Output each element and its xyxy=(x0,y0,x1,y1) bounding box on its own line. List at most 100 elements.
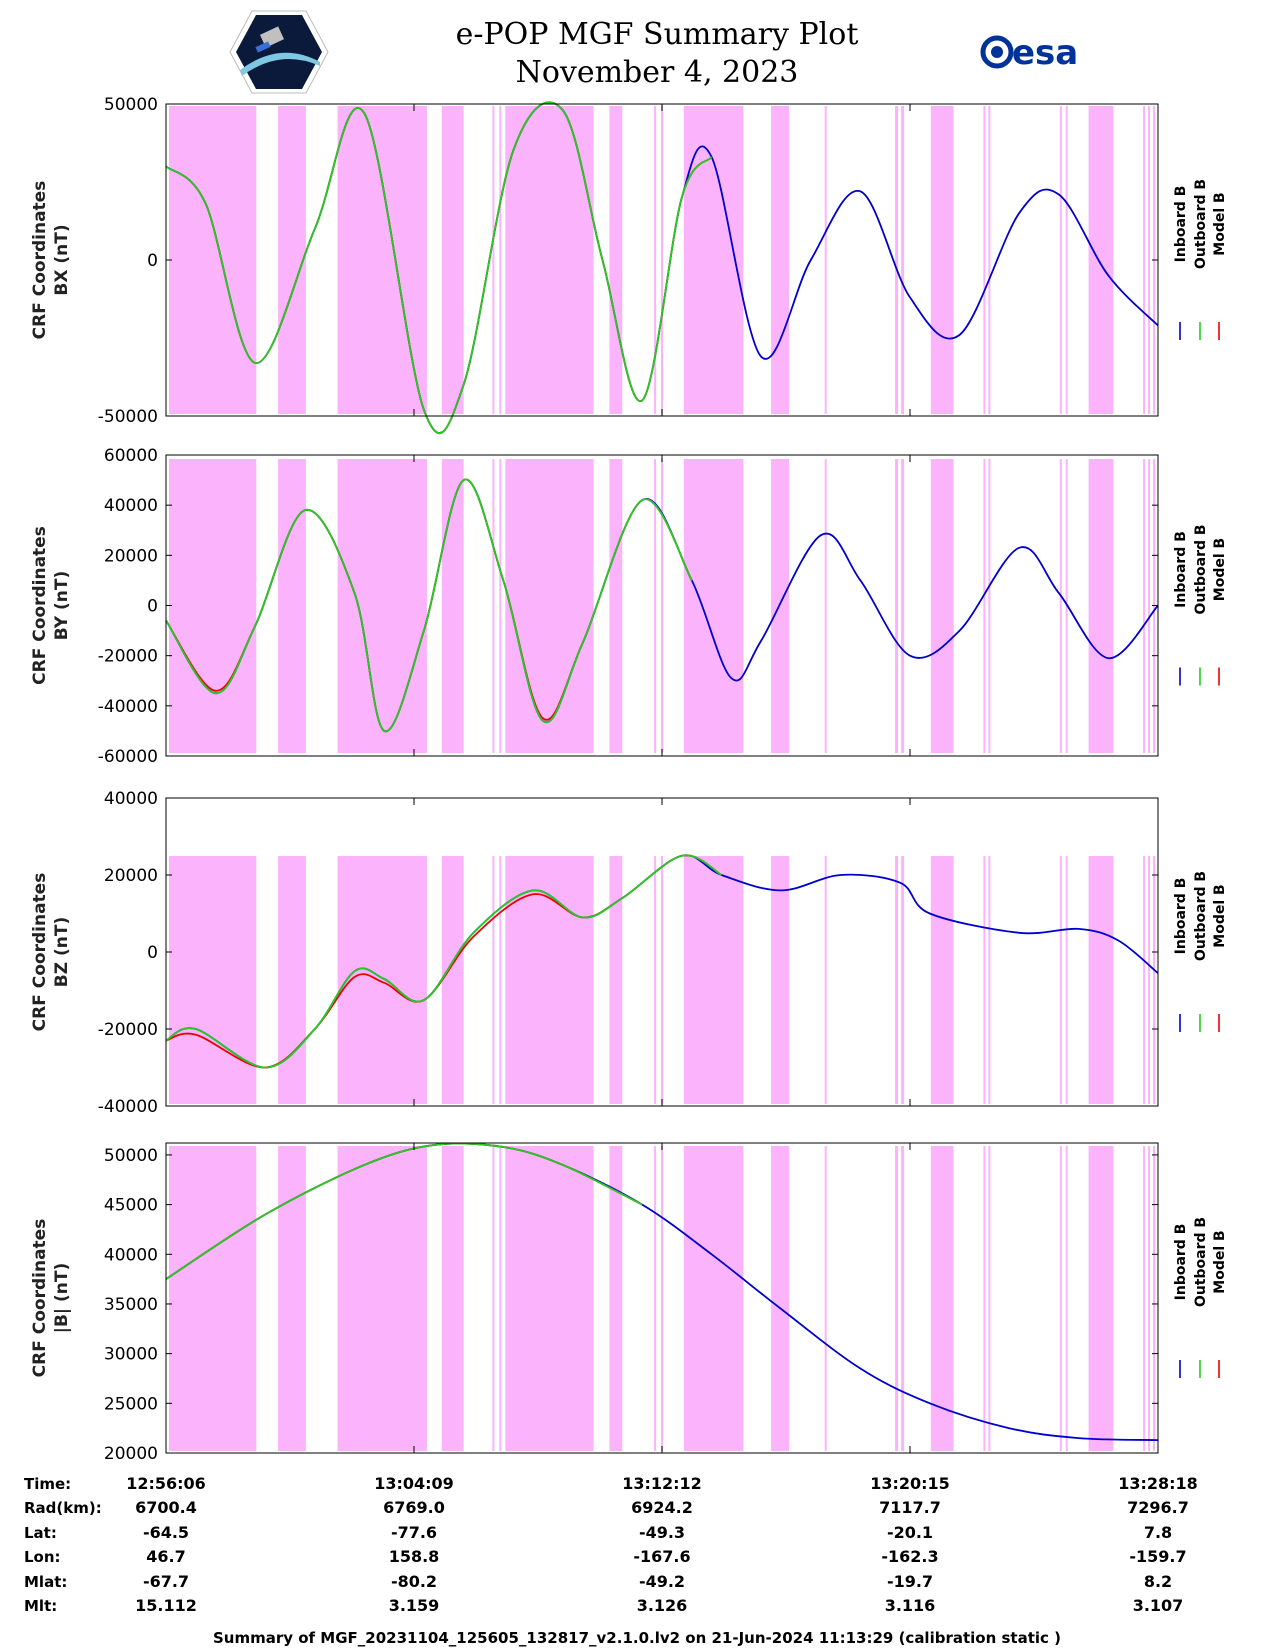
panels: 50000 0 -50000 CRF Coordinates BX (nT) Inboar… xyxy=(30,95,1228,1464)
shade-interval xyxy=(492,459,495,753)
table-row-label: Lat: xyxy=(24,1524,57,1542)
table-cell: 46.7 xyxy=(146,1547,185,1566)
y-tick-label: -40000 xyxy=(98,1097,158,1117)
shade-interval xyxy=(1143,106,1146,414)
shade-interval xyxy=(988,1146,991,1451)
outboard-line xyxy=(165,101,713,434)
shade-interval xyxy=(1088,1146,1114,1451)
legend: Inboard B Outboard B Model B xyxy=(1173,1217,1228,1378)
table-cell: 3.107 xyxy=(1133,1596,1184,1615)
y-axis-label: CRF Coordinates BZ (nT) xyxy=(30,873,72,1032)
footer-summary: Summary of MGF_20231104_125605_132817_v2… xyxy=(213,1629,1061,1647)
shade-interval xyxy=(824,459,827,753)
shade-interval xyxy=(499,856,502,1104)
shade-interval xyxy=(771,106,789,414)
legend: Inboard B Outboard B Model B xyxy=(1173,179,1228,340)
shade-interval xyxy=(983,459,986,753)
plot-date: November 4, 2023 xyxy=(516,55,799,90)
table-cell: -49.2 xyxy=(639,1572,685,1591)
table-cell: 6769.0 xyxy=(383,1498,445,1517)
shade-interval xyxy=(930,106,954,414)
table-row-label: Time: xyxy=(24,1475,71,1493)
esa-logo: esa xyxy=(980,33,1078,73)
shade-interval xyxy=(683,1146,744,1451)
shade-interval xyxy=(901,1146,905,1451)
esa-logo-text: esa xyxy=(1012,33,1078,73)
table-row-label: Lon: xyxy=(24,1548,61,1566)
table-cell: 158.8 xyxy=(389,1547,440,1566)
shade-interval xyxy=(654,1146,657,1451)
shade-interval xyxy=(824,106,827,414)
y-tick-label: 35000 xyxy=(104,1295,158,1315)
y-tick-label: 50000 xyxy=(104,95,158,115)
table-cell: 12:56:06 xyxy=(126,1474,206,1493)
shade-interval xyxy=(1059,1146,1062,1451)
table-cell: 13:12:12 xyxy=(622,1474,702,1493)
table-cell: 6700.4 xyxy=(135,1498,197,1517)
shade-interval xyxy=(683,856,744,1104)
shade-interval xyxy=(1065,856,1068,1104)
shade-interval xyxy=(609,1146,623,1451)
y-tick-label: -60000 xyxy=(98,747,158,767)
y-tick-label: 20000 xyxy=(104,866,158,886)
y-tick-label: 20000 xyxy=(104,1444,158,1464)
shade-interval xyxy=(499,1146,502,1451)
shade-interval xyxy=(771,1146,789,1451)
shade-interval xyxy=(1148,1146,1151,1451)
shade-interval xyxy=(278,106,306,414)
table-cell: 3.126 xyxy=(637,1596,688,1615)
table-cell: -49.3 xyxy=(639,1523,685,1542)
panel-4: 50000 45000 40000 35000 30000 25000 20000 CRF C… xyxy=(30,1142,1228,1464)
table-cell: 8.2 xyxy=(1144,1572,1172,1591)
shade-interval xyxy=(337,459,427,753)
outboard-line xyxy=(165,854,722,1069)
shade-interval xyxy=(1059,106,1062,414)
shade-interval xyxy=(499,459,502,753)
legend-label: Inboard B xyxy=(1173,186,1189,263)
shade-interval xyxy=(441,1146,464,1451)
shade-interval xyxy=(895,856,899,1104)
shade-interval xyxy=(654,106,657,414)
panel-1: 50000 0 -50000 CRF Coordinates BX (nT) Inboar… xyxy=(30,95,1228,434)
shade-interval xyxy=(1059,856,1062,1104)
shade-interval xyxy=(988,106,991,414)
shade-interval xyxy=(661,459,663,753)
panel-2: 60000 40000 20000 0 -20000 -40000 -60000 CRF Co… xyxy=(30,446,1228,767)
shade-interval xyxy=(1153,856,1155,1104)
shade-intervals xyxy=(169,459,1155,753)
shade-interval xyxy=(169,1146,257,1451)
shade-interval xyxy=(499,106,502,414)
ephemeris-table: Time: Rad(km): Lat: Lon: Mlat: Mlt: 12:56:06 67… xyxy=(24,1474,1198,1615)
y-axis-label: CRF Coordinates |B| (nT) xyxy=(30,1219,72,1378)
shade-interval xyxy=(609,856,623,1104)
shade-interval xyxy=(505,856,594,1104)
table-cell: -67.7 xyxy=(143,1572,189,1591)
table-cell: -162.3 xyxy=(881,1547,938,1566)
table-cell: -64.5 xyxy=(143,1523,189,1542)
legend-label: Model B xyxy=(1212,1230,1228,1293)
legend: Inboard B Outboard B Model B xyxy=(1173,871,1228,1032)
y-axis-label: CRF Coordinates BX (nT) xyxy=(30,181,72,340)
y-tick-label: 0 xyxy=(147,251,158,271)
outboard-line xyxy=(165,478,693,732)
plot-title: e-POP MGF Summary Plot xyxy=(456,17,859,52)
shade-interval xyxy=(983,106,986,414)
shade-interval xyxy=(930,459,954,753)
table-cell: -80.2 xyxy=(391,1572,437,1591)
table-cell: -77.6 xyxy=(391,1523,437,1542)
shade-interval xyxy=(441,459,464,753)
table-cell: -167.6 xyxy=(633,1547,690,1566)
shade-interval xyxy=(1148,106,1151,414)
shade-interval xyxy=(661,1146,663,1451)
shade-interval xyxy=(1143,1146,1146,1451)
shade-interval xyxy=(1143,459,1146,753)
table-row-label: Mlt: xyxy=(24,1597,57,1615)
shade-interval xyxy=(1088,459,1114,753)
table-cell: 7.8 xyxy=(1144,1523,1172,1542)
shade-interval xyxy=(661,106,663,414)
shade-interval xyxy=(988,459,991,753)
legend-label: Inboard B xyxy=(1173,878,1189,955)
shade-interval xyxy=(609,459,623,753)
shade-interval xyxy=(1088,106,1114,414)
y-tick-label: -20000 xyxy=(98,647,158,667)
